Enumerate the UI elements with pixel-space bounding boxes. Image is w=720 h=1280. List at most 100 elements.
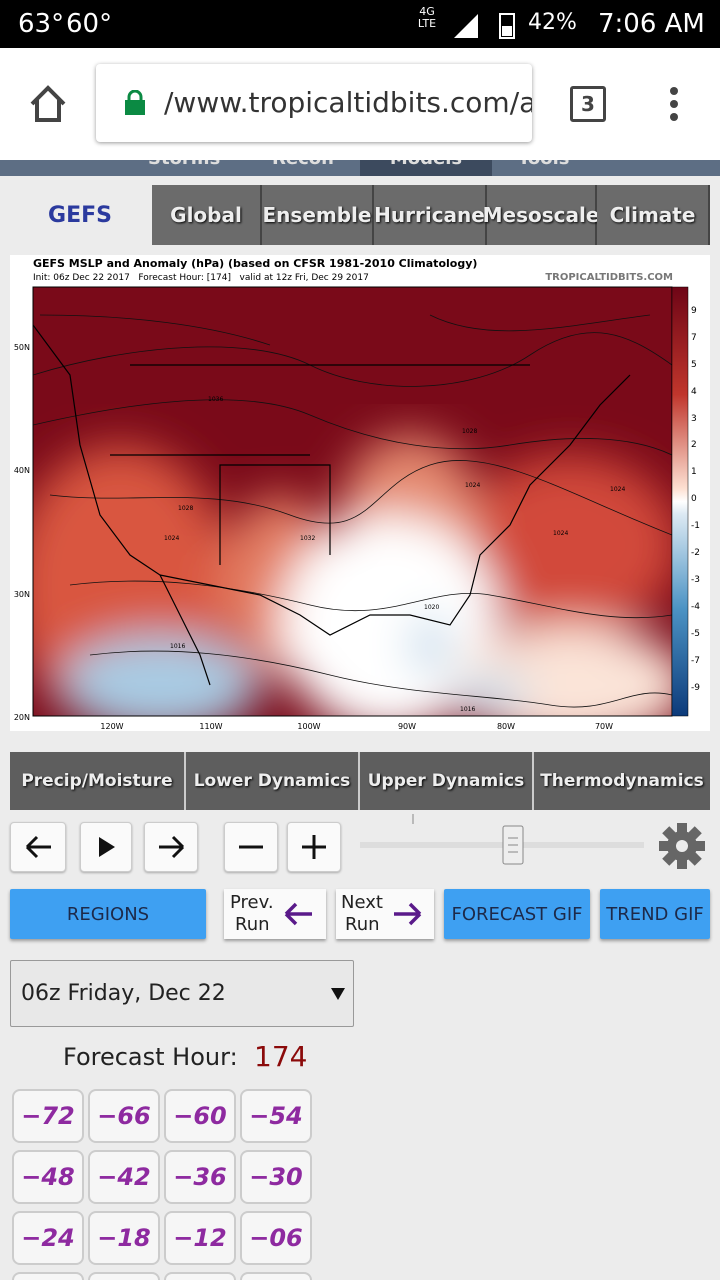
map-title: GEFS MSLP and Anomaly (hPa) (based on CF… bbox=[33, 257, 477, 270]
map-subtitle: Init: 06z Dec 22 2017 Forecast Hour: [17… bbox=[33, 273, 369, 283]
hour-button[interactable]: −24 bbox=[12, 1211, 84, 1265]
forecast-gif-button[interactable]: FORECAST GIF bbox=[444, 889, 590, 939]
model-tab[interactable]: Climate bbox=[597, 185, 710, 245]
button-label: Next bbox=[341, 892, 383, 913]
isobar-label: 1024 bbox=[164, 535, 179, 542]
isobar-label: 1016 bbox=[460, 706, 475, 713]
hour-button[interactable]: −12 bbox=[164, 1211, 236, 1265]
hour-button[interactable]: −06 bbox=[240, 1211, 312, 1265]
longitude-label: 80W bbox=[497, 722, 515, 731]
colorbar-label: 9 bbox=[691, 306, 697, 316]
isobar-label: 1024 bbox=[553, 530, 568, 537]
nav-link[interactable]: Tools bbox=[518, 160, 570, 169]
colorbar-label: 4 bbox=[691, 387, 697, 397]
tab-count[interactable]: 3 bbox=[570, 86, 606, 122]
model-tab[interactable]: Mesoscale bbox=[483, 185, 599, 245]
isobar-label: 1032 bbox=[300, 535, 315, 542]
hour-button[interactable]: −54 bbox=[240, 1089, 312, 1143]
longitude-label: 70W bbox=[595, 722, 613, 731]
latitude-label: 50N bbox=[14, 343, 30, 352]
lock-icon bbox=[125, 90, 145, 115]
hour-slider[interactable] bbox=[356, 812, 650, 872]
category-tab[interactable]: Upper Dynamics bbox=[360, 752, 534, 810]
isobar-label: 1024 bbox=[610, 486, 625, 493]
colorbar bbox=[671, 286, 689, 717]
colorbar-label: 5 bbox=[691, 360, 697, 370]
colorbar-label: -7 bbox=[691, 656, 700, 666]
colorbar-label: -9 bbox=[691, 683, 700, 693]
hour-button[interactable] bbox=[12, 1272, 84, 1280]
nav-link[interactable]: Storms bbox=[148, 160, 220, 169]
hour-button[interactable] bbox=[88, 1272, 160, 1280]
colorbar-label: -5 bbox=[691, 629, 700, 639]
isobar-label: 1024 bbox=[465, 482, 480, 489]
status-bar: 63° 60° 4G LTE 42% 7:06 AM bbox=[0, 0, 720, 48]
colorbar-label: 0 bbox=[691, 494, 697, 504]
colorbar-label: 1 bbox=[691, 467, 697, 477]
network: 4G LTE bbox=[417, 5, 437, 30]
colorbar-label: -3 bbox=[691, 575, 700, 585]
prev-run-button[interactable]: Prev. Run bbox=[224, 889, 326, 939]
isobar-label: 1020 bbox=[424, 604, 439, 611]
hour-button[interactable] bbox=[240, 1272, 312, 1280]
settings-button[interactable] bbox=[658, 822, 706, 870]
nav-link[interactable]: Recon bbox=[272, 160, 334, 169]
hour-button[interactable]: −66 bbox=[88, 1089, 160, 1143]
regions-button[interactable]: REGIONS bbox=[10, 889, 206, 939]
longitude-label: 120W bbox=[100, 722, 123, 731]
button-label: Prev. bbox=[230, 892, 274, 913]
url-bar[interactable]: /www.tropicaltidbits.com/a bbox=[96, 64, 532, 142]
category-tab[interactable]: Precip/Moisture bbox=[10, 752, 186, 810]
run-select[interactable]: 06z Friday, Dec 22 bbox=[10, 960, 354, 1027]
active-tab[interactable]: GEFS bbox=[48, 202, 112, 228]
isobar-label: 1028 bbox=[462, 428, 477, 435]
longitude-label: 100W bbox=[297, 722, 320, 731]
hour-button[interactable]: −42 bbox=[88, 1150, 160, 1204]
hour-button[interactable] bbox=[164, 1272, 236, 1280]
model-tab[interactable]: Ensemble bbox=[262, 185, 374, 245]
next-run-button[interactable]: Next Run bbox=[336, 889, 434, 939]
isobar-label: 1028 bbox=[178, 505, 193, 512]
hour-button[interactable]: −30 bbox=[240, 1150, 312, 1204]
run-select-value: 06z Friday, Dec 22 bbox=[21, 981, 226, 1006]
temperature: 60° bbox=[66, 9, 113, 39]
isobar-label: 1036 bbox=[208, 396, 223, 403]
forward-button[interactable] bbox=[144, 822, 198, 872]
clock: 7:06 AM bbox=[598, 9, 705, 39]
category-tab[interactable]: Thermodynamics bbox=[534, 752, 710, 810]
trend-gif-button[interactable]: TREND GIF bbox=[600, 889, 710, 939]
model-tab[interactable]: Hurricane bbox=[374, 185, 487, 245]
forecast-map: GEFS MSLP and Anomaly (hPa) (based on CF… bbox=[10, 255, 710, 731]
nav-link[interactable]: Models bbox=[360, 160, 492, 176]
colorbar-label: 3 bbox=[691, 414, 697, 424]
hour-button[interactable]: −18 bbox=[88, 1211, 160, 1265]
hour-button[interactable]: −36 bbox=[164, 1150, 236, 1204]
zoom-out-button[interactable] bbox=[224, 822, 278, 872]
latitude-label: 20N bbox=[14, 713, 30, 722]
temperature: 63° bbox=[18, 9, 65, 39]
map-credit: TROPICALTIDBITS.COM bbox=[545, 272, 673, 283]
longitude-label: 110W bbox=[199, 722, 222, 731]
category-tab[interactable]: Lower Dynamics bbox=[186, 752, 360, 810]
zoom-in-button[interactable] bbox=[287, 822, 341, 872]
home-button[interactable] bbox=[28, 84, 68, 124]
hour-button[interactable]: −60 bbox=[164, 1089, 236, 1143]
latitude-label: 30N bbox=[14, 590, 30, 599]
menu-button[interactable] bbox=[666, 86, 682, 122]
colorbar-label: -4 bbox=[691, 602, 700, 612]
latitude-label: 40N bbox=[14, 466, 30, 475]
colorbar-label: 7 bbox=[691, 333, 697, 343]
forecast-hour-value: 174 bbox=[254, 1040, 308, 1073]
hour-button[interactable]: −72 bbox=[12, 1089, 84, 1143]
browser-bar: /www.tropicaltidbits.com/a 3 bbox=[0, 48, 720, 160]
colorbar-label: -1 bbox=[691, 521, 700, 531]
model-tab[interactable]: Global bbox=[152, 185, 262, 245]
play-button[interactable] bbox=[80, 822, 132, 872]
isobar-label: 1016 bbox=[170, 643, 185, 650]
back-button[interactable] bbox=[10, 822, 66, 872]
hour-button[interactable]: −48 bbox=[12, 1150, 84, 1204]
colorbar-label: -2 bbox=[691, 548, 700, 558]
longitude-label: 90W bbox=[398, 722, 416, 731]
colorbar-label: 2 bbox=[691, 440, 697, 450]
